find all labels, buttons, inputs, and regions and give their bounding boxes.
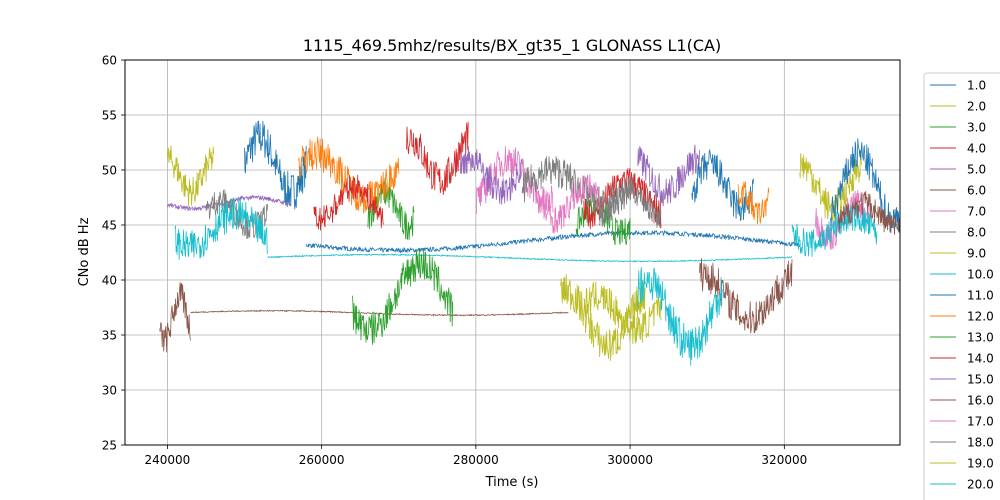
legend-label-14.0: 14.0 xyxy=(967,352,994,366)
y-tick-label: 60 xyxy=(102,54,117,68)
x-tick-label: 320000 xyxy=(761,453,807,467)
x-tick-label: 240000 xyxy=(145,453,191,467)
series-1.0-line xyxy=(305,229,801,254)
x-tick-label: 280000 xyxy=(453,453,499,467)
series-9.0-line xyxy=(560,273,646,362)
chart-title: 1115_469.5mhz/results/BX_gt35_1 GLONASS … xyxy=(303,36,721,56)
series-1.0-line xyxy=(244,120,307,210)
legend-label-17.0: 17.0 xyxy=(967,415,994,429)
series-20.0-line xyxy=(637,267,723,366)
y-tick-label: 35 xyxy=(102,329,117,343)
legend-label-10.0: 10.0 xyxy=(967,268,994,282)
series-4.0-line xyxy=(406,121,469,195)
series-11.0-line xyxy=(830,138,901,234)
series-10.0-line xyxy=(174,197,268,260)
series-13.0-line xyxy=(352,249,454,345)
series-5.0-line xyxy=(637,144,700,207)
series-6.0-line xyxy=(159,282,191,353)
series-12.0-line xyxy=(298,136,400,214)
legend-label-21.0: 21.0 xyxy=(967,499,994,500)
series-14.0-line xyxy=(313,174,384,231)
legend-label-12.0: 12.0 xyxy=(967,310,994,324)
legend-label-6.0: 6.0 xyxy=(967,184,986,198)
series-19.0-line xyxy=(583,281,662,345)
legend-label-11.0: 11.0 xyxy=(967,289,994,303)
legend-label-1.0: 1.0 xyxy=(967,79,986,93)
y-axis-label: CNo dB Hz xyxy=(77,217,92,286)
x-axis: 240000 260000 280000 300000 320000 xyxy=(145,445,807,467)
y-tick-label: 55 xyxy=(102,109,117,123)
x-axis-label: Time (s) xyxy=(485,475,539,490)
y-tick-label: 25 xyxy=(102,439,117,453)
series-16.0-line xyxy=(837,191,901,237)
legend-label-16.0: 16.0 xyxy=(967,394,994,408)
legend-label-15.0: 15.0 xyxy=(967,373,994,387)
series-15.0-line xyxy=(460,146,523,205)
x-tick-label: 260000 xyxy=(299,453,345,467)
legend-label-7.0: 7.0 xyxy=(967,205,986,219)
legend-label-8.0: 8.0 xyxy=(967,226,986,240)
series-12.0-line xyxy=(737,181,770,225)
series-16.0-line xyxy=(699,258,793,334)
y-tick-label: 50 xyxy=(102,164,117,178)
legend-label-18.0: 18.0 xyxy=(967,436,994,450)
series-17.0-line xyxy=(537,173,600,234)
x-tick-label: 300000 xyxy=(607,453,653,467)
series-2.0-line xyxy=(167,145,215,207)
legend-label-13.0: 13.0 xyxy=(967,331,994,345)
legend-frame xyxy=(923,72,1000,500)
series-11.0-line xyxy=(691,148,754,221)
legend-label-9.0: 9.0 xyxy=(967,247,986,261)
legend: 1.0 2.0 3.0 4.0 5.0 6.0 7.0 8.0 9.0 10.0 11.0 12.0 1… xyxy=(923,72,1000,500)
y-tick-label: 45 xyxy=(102,219,117,233)
series-lines xyxy=(159,120,901,366)
legend-label-20.0: 20.0 xyxy=(967,478,994,492)
legend-label-19.0: 19.0 xyxy=(967,457,994,471)
plot-frame xyxy=(124,59,901,446)
legend-label-4.0: 4.0 xyxy=(967,142,986,156)
legend-label-3.0: 3.0 xyxy=(967,121,986,135)
y-tick-label: 30 xyxy=(102,384,117,398)
series-10.0-line xyxy=(267,253,793,263)
series-9.0-line xyxy=(799,150,862,223)
series-18.0-line xyxy=(598,176,662,228)
legend-label-5.0: 5.0 xyxy=(967,163,986,177)
legend-label-2.0: 2.0 xyxy=(967,100,986,114)
y-axis: 25 30 35 40 45 50 55 60 xyxy=(102,54,125,453)
y-tick-label: 40 xyxy=(102,274,117,288)
